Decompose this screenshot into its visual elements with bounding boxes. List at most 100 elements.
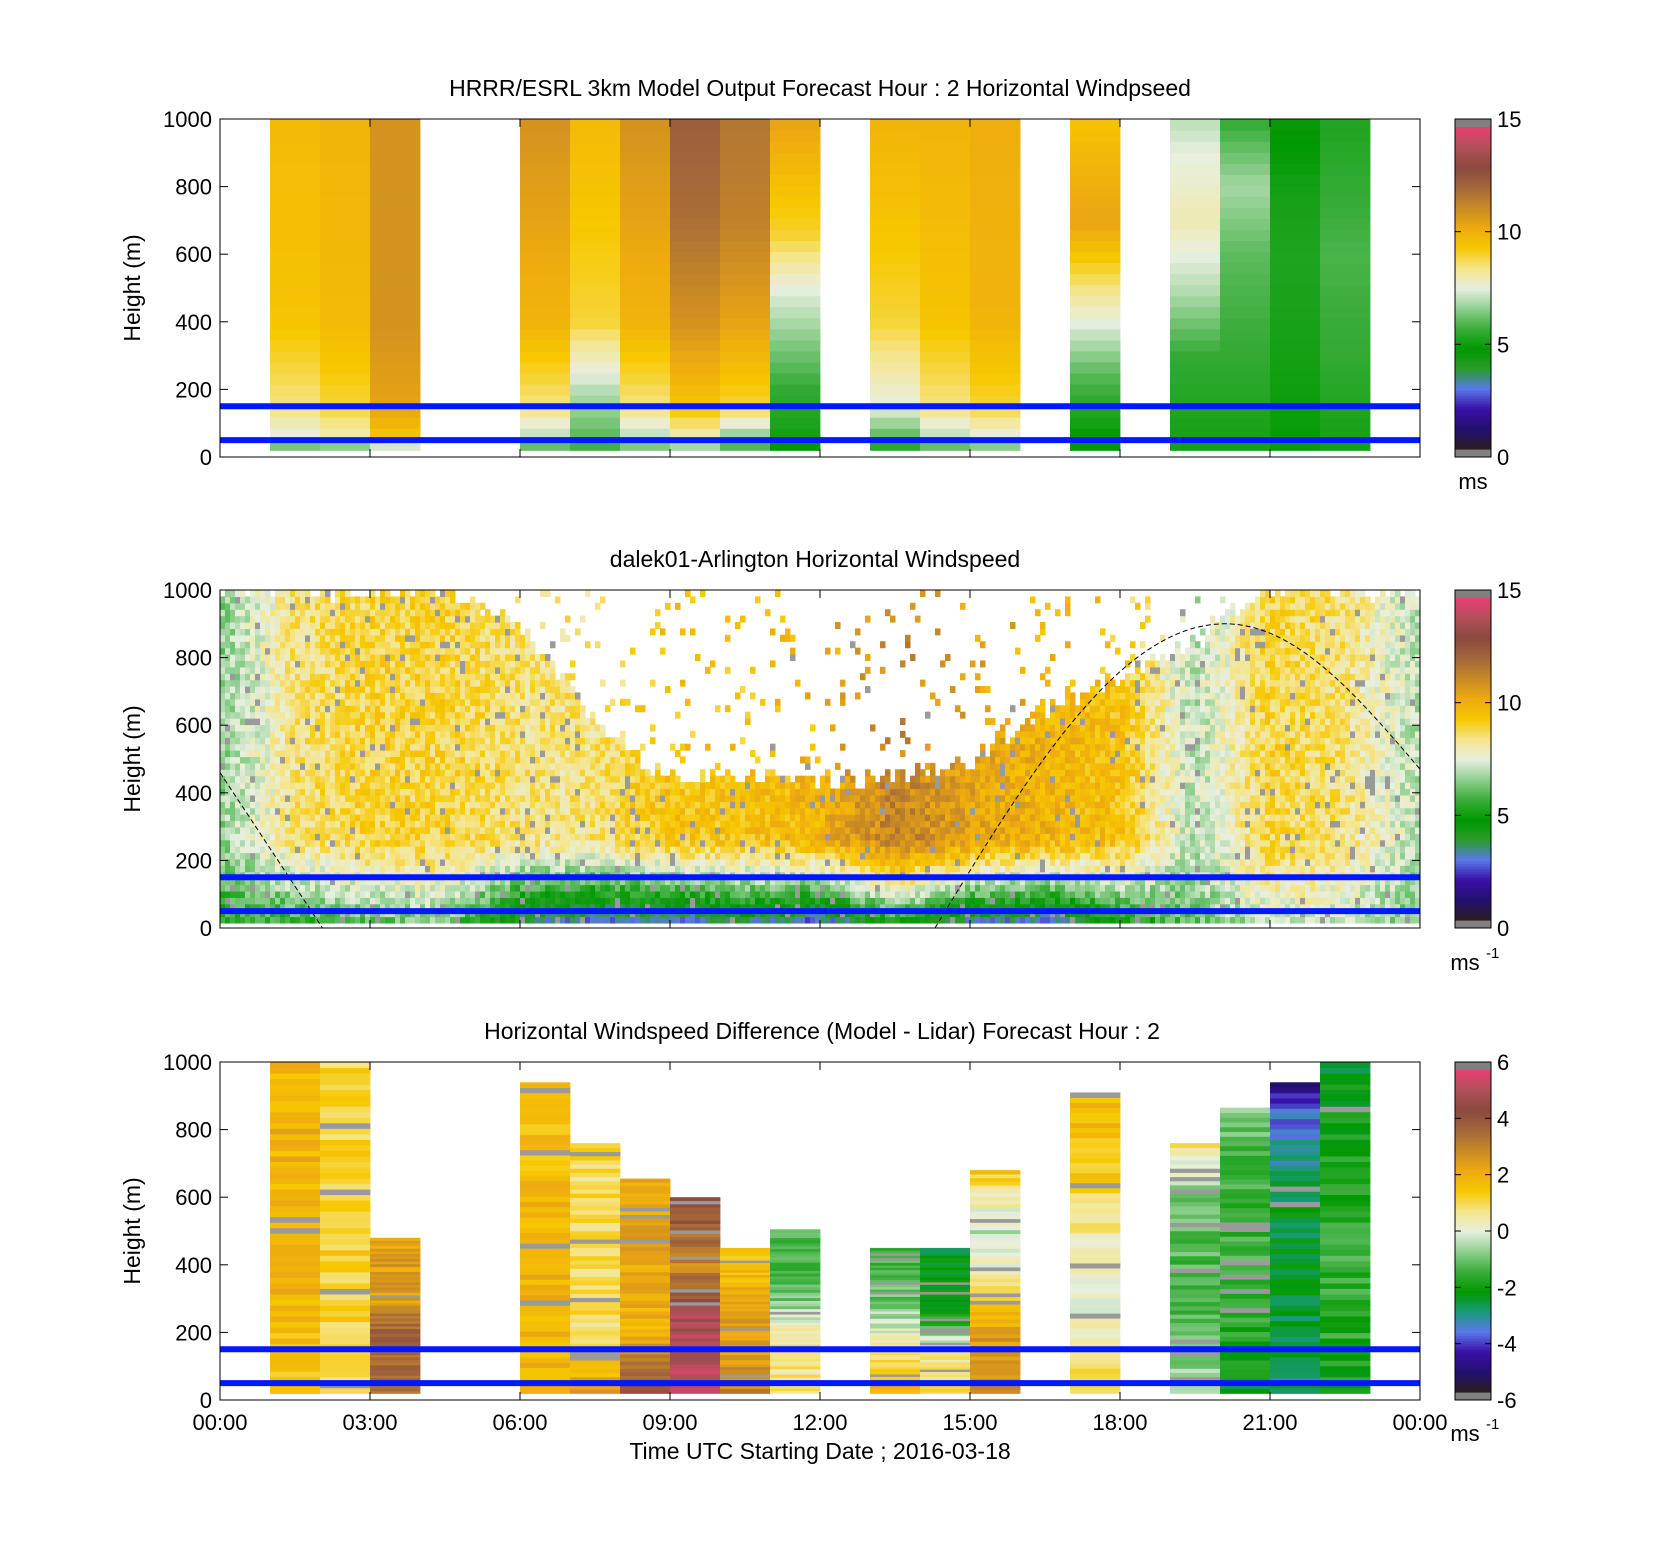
- heatmap-cell: [375, 865, 381, 872]
- heatmap-cell: [650, 891, 656, 898]
- heatmap-cell: [240, 622, 246, 629]
- heatmap-cell: [450, 833, 456, 840]
- heatmap-cell: [425, 756, 431, 763]
- heatmap-cell: [450, 756, 456, 763]
- heatmap-cell: [575, 865, 581, 872]
- heatmap-cell: [220, 891, 226, 898]
- heatmap-cell: [410, 808, 416, 815]
- heatmap-cell: [235, 776, 241, 783]
- heatmap-cell: [295, 648, 301, 655]
- heatmap-cell: [220, 737, 226, 744]
- heatmap-cell: [570, 712, 576, 719]
- heatmap-cell: [355, 769, 361, 776]
- heatmap-cell: [1320, 196, 1370, 208]
- heatmap-cell: [510, 865, 516, 872]
- heatmap-cell: [335, 635, 341, 642]
- heatmap-cell: [620, 240, 670, 252]
- heatmap-cell: [300, 724, 306, 731]
- heatmap-cell: [565, 699, 571, 706]
- heatmap-cell: [420, 782, 426, 789]
- heatmap-cell: [330, 660, 336, 667]
- heatmap-cell: [540, 667, 546, 674]
- heatmap-cell: [465, 744, 471, 751]
- heatmap-cell: [220, 686, 226, 693]
- heatmap-cell: [390, 846, 396, 853]
- heatmap-cell: [445, 692, 451, 699]
- heatmap-cell: [345, 833, 351, 840]
- heatmap-cell: [285, 622, 291, 629]
- heatmap-cell: [625, 788, 631, 795]
- heatmap-cell: [565, 846, 571, 853]
- heatmap-cell: [670, 141, 720, 153]
- heatmap-cell: [265, 776, 271, 783]
- heatmap-cell: [920, 163, 970, 175]
- heatmap-cell: [475, 737, 481, 744]
- heatmap-cell: [575, 692, 581, 699]
- heatmap-cell: [555, 820, 561, 827]
- heatmap-cell: [400, 737, 406, 744]
- heatmap-cell: [440, 635, 446, 642]
- heatmap-cell: [220, 897, 226, 904]
- heatmap-cell: [1220, 141, 1270, 153]
- heatmap-cell: [590, 885, 596, 892]
- heatmap-cell: [460, 648, 466, 655]
- heatmap-cell: [330, 667, 336, 674]
- heatmap-cell: [415, 769, 421, 776]
- heatmap-cell: [475, 859, 481, 866]
- heatmap-cell: [385, 596, 391, 603]
- heatmap-cell: [645, 827, 651, 834]
- heatmap-cell: [635, 833, 641, 840]
- heatmap-cell: [480, 827, 486, 834]
- heatmap-cell: [340, 660, 346, 667]
- heatmap-cell: [320, 130, 370, 142]
- heatmap-cell: [250, 622, 256, 629]
- heatmap-cell: [500, 750, 506, 757]
- heatmap-cell: [435, 609, 441, 616]
- heatmap-cell: [545, 654, 551, 661]
- heatmap-cell: [540, 692, 546, 699]
- heatmap-cell: [770, 163, 820, 175]
- heatmap-cell: [295, 801, 301, 808]
- heatmap-cell: [480, 820, 486, 827]
- heatmap-cell: [285, 609, 291, 616]
- heatmap-cell: [370, 699, 376, 706]
- heatmap-cell: [395, 917, 401, 924]
- heatmap-cell: [655, 776, 661, 783]
- heatmap-cell: [480, 737, 486, 744]
- heatmap-cell: [505, 859, 511, 866]
- heatmap-cell: [1170, 185, 1220, 197]
- heatmap-cell: [550, 788, 556, 795]
- heatmap-cell: [580, 840, 586, 847]
- heatmap-cell: [285, 737, 291, 744]
- heatmap-cell: [570, 362, 620, 374]
- heatmap-cell: [445, 744, 451, 751]
- heatmap-cell: [300, 731, 306, 738]
- heatmap-cell: [365, 853, 371, 860]
- heatmap-cell: [705, 897, 711, 904]
- heatmap-cell: [330, 616, 336, 623]
- heatmap-cell: [450, 731, 456, 738]
- heatmap-cell: [440, 680, 446, 687]
- heatmap-cell: [460, 654, 466, 661]
- heatmap-cell: [520, 724, 526, 731]
- heatmap-cell: [255, 603, 261, 610]
- heatmap-cell: [690, 596, 696, 603]
- heatmap-cell: [260, 596, 266, 603]
- heatmap-cell: [310, 750, 316, 757]
- heatmap-cell: [440, 692, 446, 699]
- heatmap-cell: [400, 590, 406, 597]
- heatmap-cell: [420, 763, 426, 770]
- heatmap-cell: [225, 667, 231, 674]
- heatmap-cell: [695, 788, 701, 795]
- heatmap-cell: [270, 318, 320, 330]
- heatmap-cell: [395, 801, 401, 808]
- heatmap-cell: [1070, 351, 1120, 363]
- heatmap-cell: [1320, 384, 1370, 396]
- heatmap-cell: [400, 885, 406, 892]
- heatmap-cell: [485, 660, 491, 667]
- heatmap-cell: [420, 750, 426, 757]
- heatmap-cell: [390, 756, 396, 763]
- heatmap-cell: [325, 776, 331, 783]
- heatmap-cell: [570, 718, 576, 725]
- heatmap-cell: [335, 763, 341, 770]
